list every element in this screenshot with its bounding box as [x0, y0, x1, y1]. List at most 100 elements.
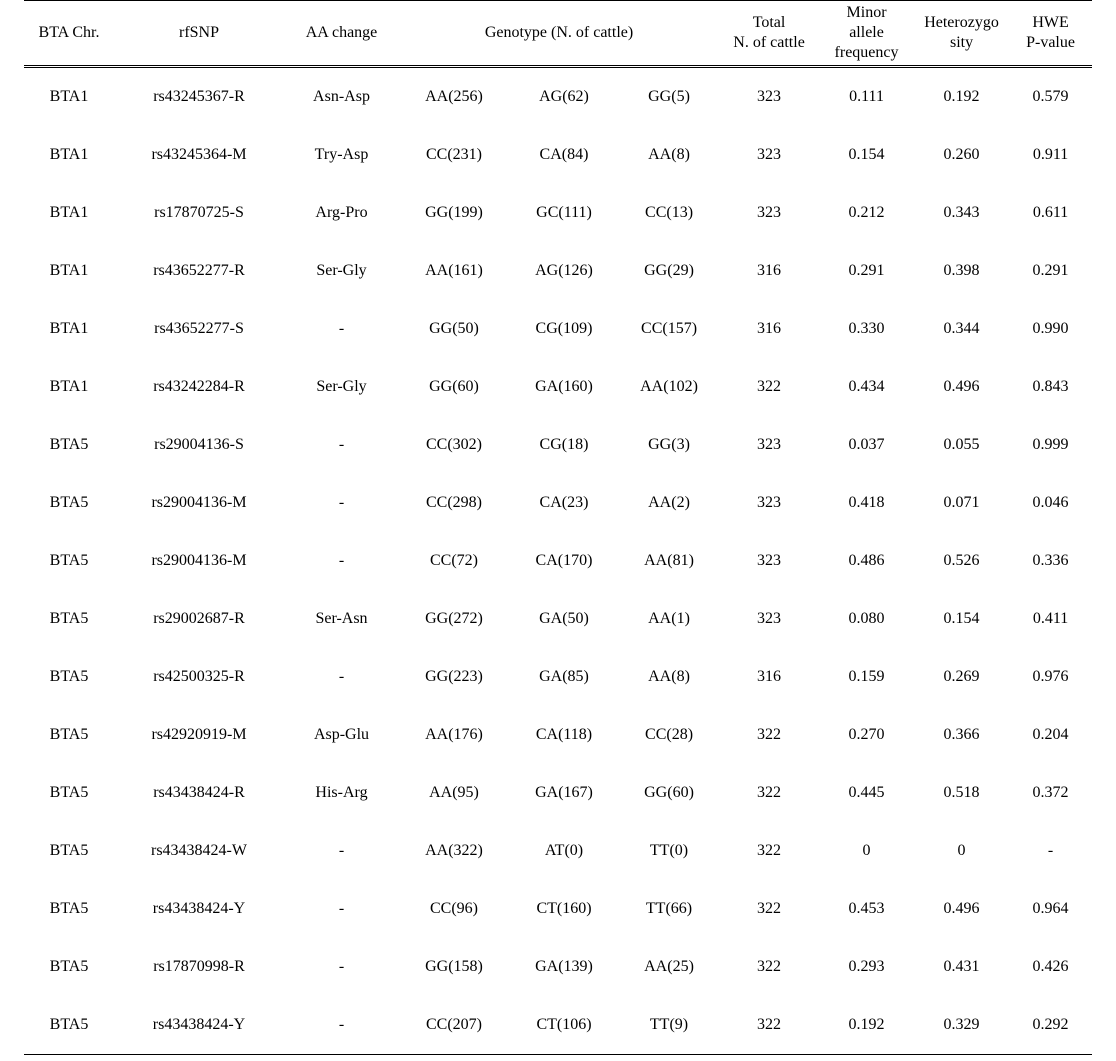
- cell-g2: CG(18): [509, 416, 619, 474]
- table-row: BTA5rs42500325-R-GG(223)GA(85)AA(8)3160.…: [24, 648, 1092, 706]
- cell-total: 322: [719, 938, 819, 996]
- cell-chr: BTA5: [24, 416, 114, 474]
- cell-total: 316: [719, 242, 819, 300]
- cell-g3: AA(25): [619, 938, 719, 996]
- cell-g1: CC(298): [399, 474, 509, 532]
- cell-aa: His-Arg: [284, 764, 399, 822]
- cell-rfsnp: rs17870998-R: [114, 938, 284, 996]
- cell-total: 322: [719, 358, 819, 416]
- cell-g2: AT(0): [509, 822, 619, 880]
- cell-aa: Ser-Gly: [284, 242, 399, 300]
- cell-het: 0.431: [914, 938, 1009, 996]
- col-header-rfsnp: rfSNP: [114, 1, 284, 67]
- cell-aa: -: [284, 300, 399, 358]
- cell-total: 322: [719, 996, 819, 1055]
- cell-hwe: 0.336: [1009, 532, 1092, 590]
- cell-aa: -: [284, 822, 399, 880]
- cell-chr: BTA5: [24, 996, 114, 1055]
- cell-rfsnp: rs43652277-R: [114, 242, 284, 300]
- cell-hwe: 0.291: [1009, 242, 1092, 300]
- cell-het: 0.526: [914, 532, 1009, 590]
- cell-aa: Ser-Asn: [284, 590, 399, 648]
- cell-het: 0.496: [914, 880, 1009, 938]
- cell-maf: 0: [819, 822, 914, 880]
- cell-g3: AA(8): [619, 126, 719, 184]
- col-header-het: Heterozygosity: [914, 1, 1009, 67]
- cell-total: 323: [719, 416, 819, 474]
- cell-total: 323: [719, 126, 819, 184]
- table-row: BTA1rs43245364-MTry-AspCC(231)CA(84)AA(8…: [24, 126, 1092, 184]
- cell-g3: AA(2): [619, 474, 719, 532]
- cell-aa: -: [284, 996, 399, 1055]
- cell-total: 316: [719, 300, 819, 358]
- cell-hwe: 0.990: [1009, 300, 1092, 358]
- cell-rfsnp: rs43245364-M: [114, 126, 284, 184]
- cell-maf: 0.212: [819, 184, 914, 242]
- cell-aa: Try-Asp: [284, 126, 399, 184]
- cell-g1: AA(161): [399, 242, 509, 300]
- cell-het: 0.192: [914, 67, 1009, 127]
- cell-hwe: 0.999: [1009, 416, 1092, 474]
- col-header-aa: AA change: [284, 1, 399, 67]
- cell-maf: 0.434: [819, 358, 914, 416]
- cell-g1: CC(72): [399, 532, 509, 590]
- cell-g3: GG(5): [619, 67, 719, 127]
- cell-g2: GA(160): [509, 358, 619, 416]
- cell-aa: -: [284, 648, 399, 706]
- table-row: BTA5rs43438424-RHis-ArgAA(95)GA(167)GG(6…: [24, 764, 1092, 822]
- table-row: BTA5rs29004136-M-CC(72)CA(170)AA(81)3230…: [24, 532, 1092, 590]
- cell-maf: 0.192: [819, 996, 914, 1055]
- col-header-hwe: HWEP-value: [1009, 1, 1092, 67]
- cell-rfsnp: rs43245367-R: [114, 67, 284, 127]
- cell-maf: 0.486: [819, 532, 914, 590]
- cell-rfsnp: rs43652277-S: [114, 300, 284, 358]
- cell-maf: 0.111: [819, 67, 914, 127]
- cell-het: 0: [914, 822, 1009, 880]
- cell-g2: GA(167): [509, 764, 619, 822]
- cell-hwe: 0.372: [1009, 764, 1092, 822]
- cell-g1: GG(272): [399, 590, 509, 648]
- cell-g1: GG(50): [399, 300, 509, 358]
- cell-chr: BTA1: [24, 126, 114, 184]
- cell-hwe: 0.046: [1009, 474, 1092, 532]
- cell-g1: GG(199): [399, 184, 509, 242]
- cell-g2: CT(160): [509, 880, 619, 938]
- table-row: BTA1rs17870725-SArg-ProGG(199)GC(111)CC(…: [24, 184, 1092, 242]
- cell-total: 323: [719, 184, 819, 242]
- cell-hwe: 0.911: [1009, 126, 1092, 184]
- cell-hwe: 0.426: [1009, 938, 1092, 996]
- cell-g3: AA(102): [619, 358, 719, 416]
- cell-g3: AA(81): [619, 532, 719, 590]
- cell-aa: Asn-Asp: [284, 67, 399, 127]
- cell-g2: CA(118): [509, 706, 619, 764]
- cell-hwe: 0.976: [1009, 648, 1092, 706]
- cell-g1: CC(96): [399, 880, 509, 938]
- table-row: BTA5rs42920919-MAsp-GluAA(176)CA(118)CC(…: [24, 706, 1092, 764]
- cell-total: 316: [719, 648, 819, 706]
- cell-g3: AA(1): [619, 590, 719, 648]
- table-row: BTA5rs17870998-R-GG(158)GA(139)AA(25)322…: [24, 938, 1092, 996]
- cell-maf: 0.270: [819, 706, 914, 764]
- cell-total: 322: [719, 706, 819, 764]
- cell-g3: TT(0): [619, 822, 719, 880]
- cell-rfsnp: rs29002687-R: [114, 590, 284, 648]
- cell-total: 323: [719, 474, 819, 532]
- table-row: BTA1rs43652277-RSer-GlyAA(161)AG(126)GG(…: [24, 242, 1092, 300]
- table-row: BTA1rs43652277-S-GG(50)CG(109)CC(157)316…: [24, 300, 1092, 358]
- cell-g3: TT(66): [619, 880, 719, 938]
- cell-hwe: 0.204: [1009, 706, 1092, 764]
- cell-rfsnp: rs43242284-R: [114, 358, 284, 416]
- table-row: BTA5rs29002687-RSer-AsnGG(272)GA(50)AA(1…: [24, 590, 1092, 648]
- cell-aa: -: [284, 938, 399, 996]
- cell-maf: 0.154: [819, 126, 914, 184]
- cell-het: 0.496: [914, 358, 1009, 416]
- cell-g2: CA(84): [509, 126, 619, 184]
- cell-g3: CC(28): [619, 706, 719, 764]
- cell-g1: AA(322): [399, 822, 509, 880]
- cell-aa: Asp-Glu: [284, 706, 399, 764]
- col-header-total: TotalN. of cattle: [719, 1, 819, 67]
- cell-g3: GG(3): [619, 416, 719, 474]
- cell-het: 0.154: [914, 590, 1009, 648]
- cell-total: 322: [719, 822, 819, 880]
- cell-g2: GA(50): [509, 590, 619, 648]
